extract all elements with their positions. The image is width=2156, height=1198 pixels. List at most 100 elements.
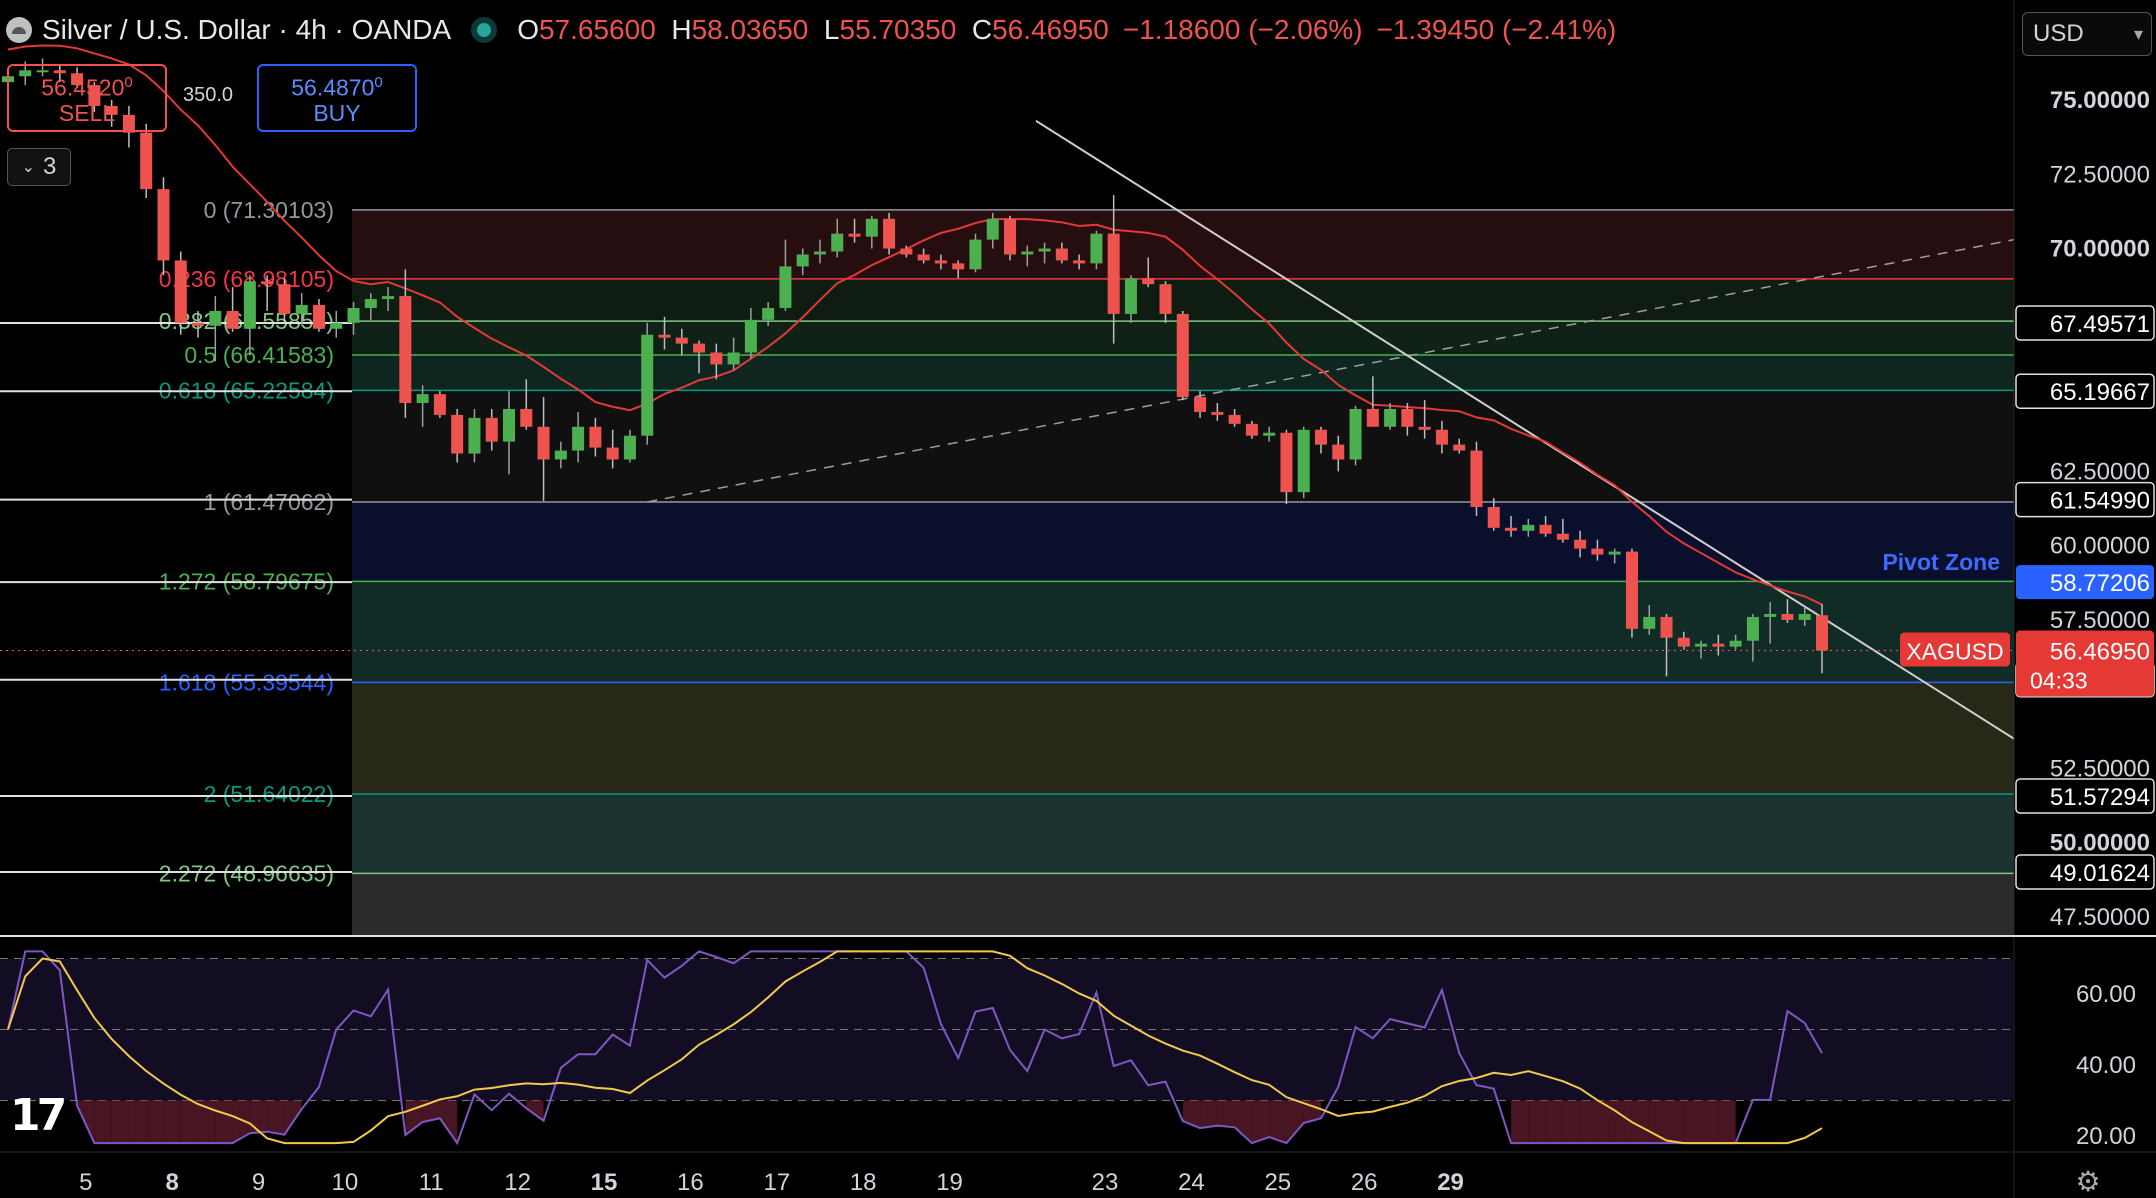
candle-body	[1764, 613, 1777, 617]
last-price-label: 56.46950	[2050, 639, 2150, 666]
candle	[261, 275, 274, 311]
sell-button[interactable]: 56.45200 SELL	[7, 64, 167, 132]
candle	[1349, 406, 1362, 466]
time-tick-label: 12	[504, 1169, 531, 1196]
candle-body	[88, 85, 101, 106]
candle	[140, 123, 153, 199]
price-tick-label: 70.00000	[2050, 236, 2150, 263]
candle-body	[675, 337, 688, 344]
candle-body	[831, 233, 844, 252]
fib-level-label: 0 (71.30103)	[204, 197, 334, 223]
buy-button[interactable]: 56.48700 BUY	[257, 64, 417, 132]
candle-body	[1142, 278, 1155, 285]
candle	[952, 260, 965, 279]
candle-body	[347, 307, 360, 323]
rsi-oversold-fill	[215, 1100, 233, 1144]
fib-zone-fill	[352, 209, 2014, 279]
rsi-oversold-fill	[111, 1100, 129, 1144]
candle-body	[1729, 640, 1742, 647]
candle-body	[1297, 429, 1310, 493]
candle	[1781, 599, 1794, 623]
symbol-title[interactable]: Silver / U.S. Dollar · 4h · OANDA	[42, 14, 452, 45]
candle-body	[1384, 408, 1397, 427]
candle	[883, 212, 896, 255]
price-level-tag	[2015, 481, 2155, 518]
candle-body	[1556, 533, 1569, 540]
candle-body	[1470, 450, 1483, 508]
fib-zone-fill	[352, 793, 2014, 874]
candle-body	[451, 414, 464, 454]
candle-body	[693, 343, 706, 353]
candle	[744, 307, 757, 359]
candle-body	[1401, 408, 1414, 427]
candle	[1591, 539, 1604, 561]
time-tick-label: 11	[419, 1169, 444, 1196]
candle	[174, 251, 187, 335]
candle	[1055, 242, 1068, 264]
fib-level-label: 2 (51.64022)	[204, 781, 334, 807]
rsi-oversold-fill	[284, 1100, 302, 1135]
candle-body	[503, 408, 516, 442]
candle	[1090, 230, 1103, 270]
candle	[330, 310, 343, 338]
candle-body	[934, 260, 947, 264]
rsi-oversold-fill	[1269, 1100, 1287, 1144]
candle-body	[813, 251, 826, 255]
candle	[934, 254, 947, 270]
candle	[796, 248, 809, 276]
candle	[71, 67, 84, 89]
price-level-tag	[2015, 778, 2155, 814]
candle-body	[1107, 233, 1120, 314]
candle	[1366, 376, 1379, 427]
candle-body	[1228, 414, 1241, 424]
candle	[53, 64, 66, 83]
candle-body	[1090, 233, 1103, 264]
time-tick-label: 24	[1178, 1169, 1205, 1196]
candle	[710, 343, 723, 380]
price-tick-label: 72.50000	[2050, 161, 2150, 188]
rsi-oversold-fill	[1614, 1100, 1632, 1144]
candle-body	[105, 105, 118, 115]
candle-body	[762, 307, 775, 320]
candle	[1816, 603, 1828, 674]
candle-body	[71, 73, 84, 86]
candle	[865, 215, 878, 249]
rsi-oversold-fill	[1683, 1100, 1702, 1144]
candle-body	[1055, 248, 1068, 261]
price-level-tag-label: 61.54990	[2050, 488, 2150, 515]
candle	[1487, 498, 1500, 531]
candle	[1004, 215, 1017, 261]
rsi-oversold-fill	[405, 1100, 423, 1135]
candle	[312, 299, 325, 332]
fib-zone-fill	[352, 682, 2014, 794]
candle	[658, 316, 671, 350]
rsi-oversold-fill	[1286, 1100, 1304, 1144]
candle	[1695, 640, 1708, 659]
fib-level-label: 0.5 (66.41583)	[184, 342, 334, 368]
time-tick-label: 17	[763, 1169, 790, 1196]
candle	[537, 397, 550, 502]
candle	[433, 391, 446, 418]
candle-body	[796, 254, 809, 267]
market-open-icon	[477, 23, 492, 37]
candle	[88, 82, 101, 112]
collapse-indicators-button[interactable]: ⌄ 3	[7, 148, 71, 186]
candle-body	[1712, 643, 1725, 647]
price-level-tag	[2016, 565, 2154, 600]
settings-gear-icon[interactable]: ⚙	[2075, 1166, 2101, 1197]
candle	[1764, 602, 1777, 644]
rsi-oversold-fill	[1701, 1100, 1719, 1144]
rsi-oversold-fill	[267, 1100, 285, 1135]
candle	[1712, 634, 1725, 656]
candle-body	[174, 260, 187, 323]
candle	[36, 58, 49, 77]
currency-select[interactable]: USD ▾	[2022, 12, 2152, 56]
candle	[364, 293, 377, 320]
rsi-oversold-fill	[1234, 1100, 1252, 1144]
candle-body	[226, 310, 239, 329]
candle	[1159, 281, 1172, 323]
candle-body	[1487, 507, 1500, 528]
moving-average-line	[7, 44, 1823, 606]
candle-body	[606, 447, 619, 460]
